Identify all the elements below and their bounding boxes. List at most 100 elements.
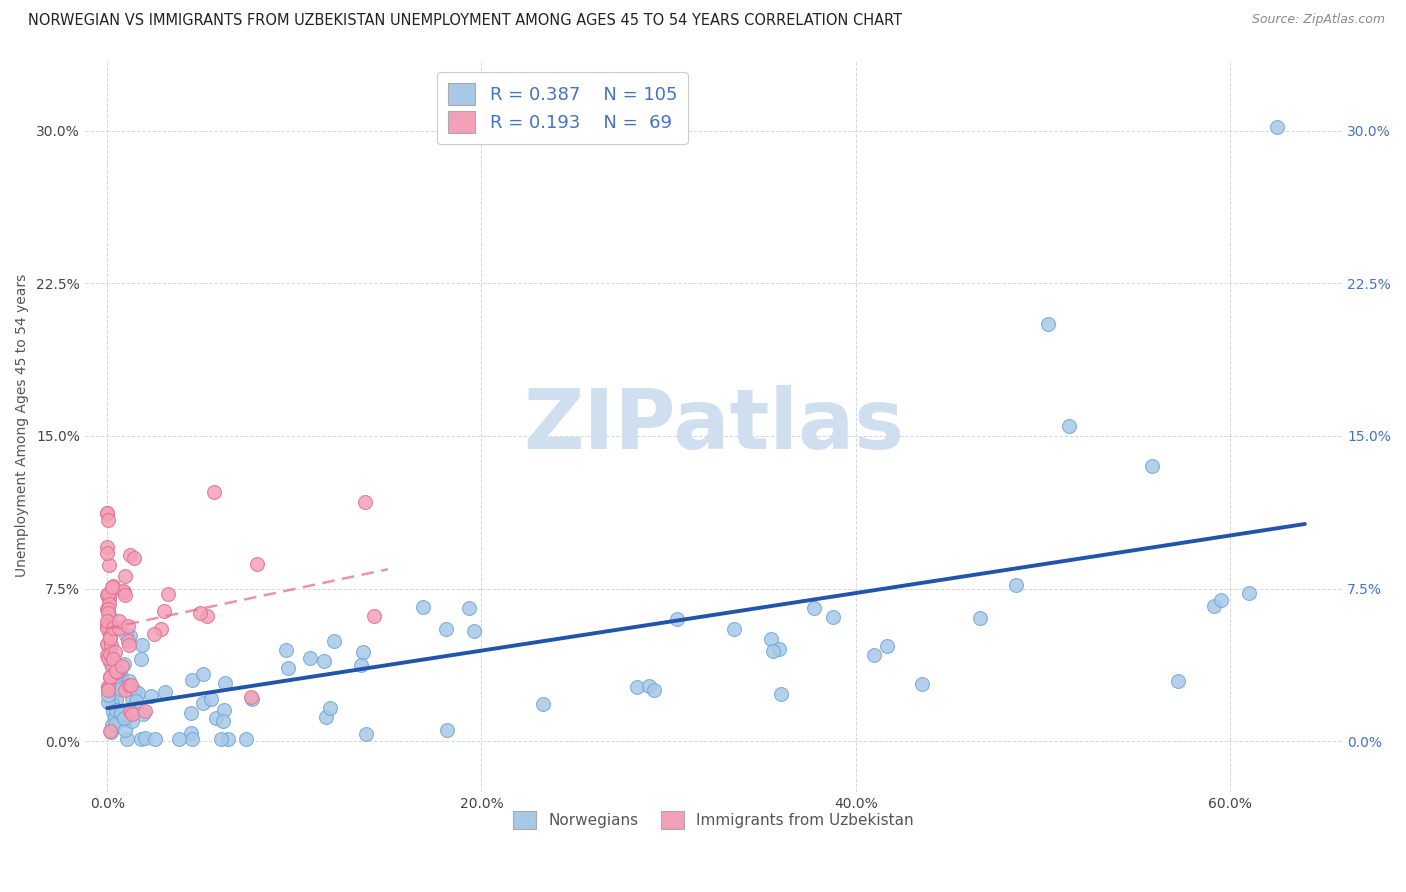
Point [114, 569, 136, 583]
Point [105, 664, 128, 678]
Point [1059, 418, 1081, 433]
Point [96, 614, 118, 628]
Point [96, 621, 118, 635]
Point [761, 632, 783, 647]
Point [120, 678, 142, 692]
Point [105, 665, 128, 680]
Point [200, 692, 222, 706]
Point [150, 622, 173, 636]
Point [217, 732, 239, 747]
Point [363, 608, 385, 623]
Point [98, 651, 121, 665]
Point [96, 588, 118, 602]
Point [98, 648, 121, 662]
Point [118, 638, 141, 652]
Point [298, 651, 321, 665]
Point [276, 643, 298, 657]
Point [143, 626, 166, 640]
Point [323, 634, 346, 648]
Point [1237, 586, 1260, 600]
Point [100, 670, 122, 684]
Point [97, 680, 120, 694]
Point [110, 681, 132, 696]
Point [118, 629, 141, 643]
Point [214, 676, 236, 690]
Point [108, 621, 131, 635]
Point [110, 669, 132, 683]
Point [134, 731, 156, 746]
Point [100, 723, 122, 738]
Point [98, 591, 121, 606]
Point [246, 558, 269, 572]
Point [134, 704, 156, 718]
Point [97, 637, 120, 651]
Point [96, 540, 118, 554]
Point [103, 621, 125, 635]
Point [118, 704, 141, 718]
Point [1265, 120, 1288, 134]
Point [100, 631, 122, 645]
Point [412, 599, 434, 614]
Point [117, 619, 139, 633]
Y-axis label: Unemployment Among Ages 45 to 54 years: Unemployment Among Ages 45 to 54 years [15, 274, 30, 577]
Point [104, 716, 127, 731]
Point [96, 506, 118, 520]
Point [96, 648, 118, 662]
Point [314, 654, 336, 668]
Point [97, 558, 120, 572]
Point [434, 622, 457, 636]
Point [97, 607, 120, 621]
Point [98, 679, 121, 693]
Point [240, 690, 263, 704]
Point [129, 652, 152, 666]
Point [112, 713, 135, 727]
Point [768, 641, 790, 656]
Point [97, 695, 120, 709]
Point [96, 546, 118, 560]
Point [117, 681, 139, 695]
Point [96, 618, 118, 632]
Point [117, 634, 139, 648]
Point [209, 732, 232, 747]
Point [100, 673, 122, 687]
Point [204, 710, 226, 724]
Point [352, 645, 374, 659]
Point [97, 513, 120, 527]
Point [114, 588, 136, 602]
Point [107, 614, 129, 628]
Point [107, 679, 129, 693]
Point [188, 606, 211, 620]
Point [863, 648, 886, 663]
Point [193, 667, 215, 681]
Point [531, 697, 554, 711]
Point [101, 696, 124, 710]
Point [354, 727, 377, 741]
Point [1167, 673, 1189, 688]
Point [153, 685, 176, 699]
Point [104, 703, 127, 717]
Point [101, 717, 124, 731]
Point [96, 637, 118, 651]
Point [131, 707, 153, 722]
Point [97, 682, 120, 697]
Point [98, 655, 121, 669]
Point [117, 673, 139, 688]
Point [458, 601, 481, 615]
Point [167, 732, 190, 747]
Point [463, 624, 485, 638]
Point [112, 711, 135, 725]
Point [97, 680, 120, 694]
Point [108, 664, 131, 678]
Point [121, 706, 143, 721]
Point [911, 677, 934, 691]
Point [143, 732, 166, 747]
Legend: Norwegians, Immigrants from Uzbekistan: Norwegians, Immigrants from Uzbekistan [508, 805, 920, 836]
Point [97, 651, 120, 665]
Point [128, 686, 150, 700]
Point [114, 723, 136, 737]
Point [1202, 599, 1225, 613]
Point [124, 684, 146, 698]
Point [876, 640, 898, 654]
Point [110, 706, 132, 721]
Point [350, 657, 373, 672]
